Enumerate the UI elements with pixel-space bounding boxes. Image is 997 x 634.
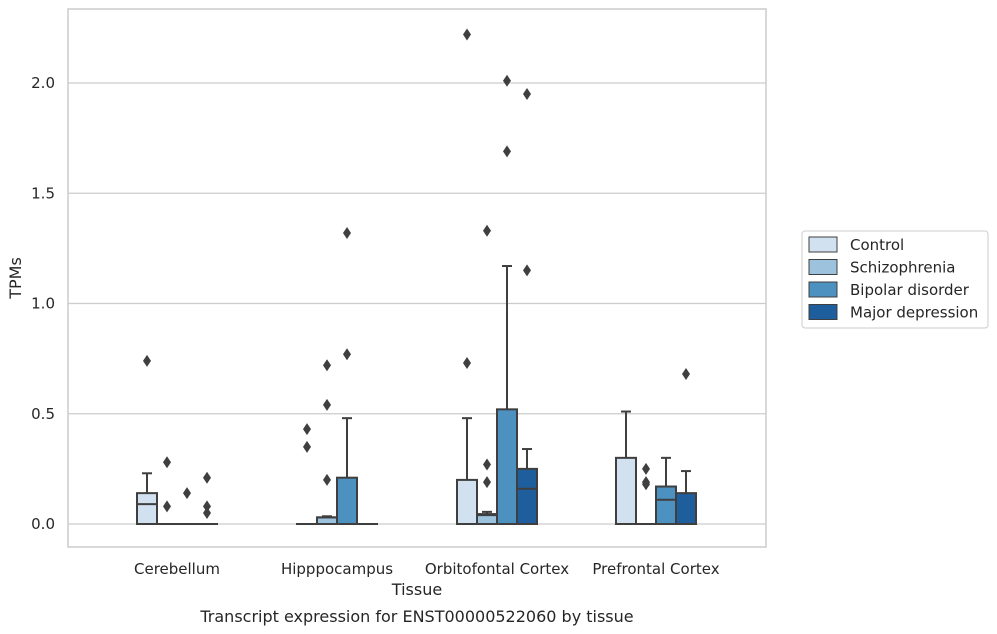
legend-frame (801, 230, 989, 329)
x-tick-label: Orbitofontal Cortex (425, 560, 569, 578)
legend-label: Control (850, 236, 904, 254)
y-tick-labels: 0.0 0.5 1.0 1.5 2.0 (31, 74, 55, 533)
box-group (316, 515, 338, 526)
box-group (516, 448, 538, 525)
legend-swatch (808, 281, 838, 298)
legend-label: Schizophrenia (850, 259, 955, 277)
box-group (456, 417, 478, 525)
legend-label: Bipolar disorder (850, 281, 970, 299)
x-tick-label: Prefrontal Cortex (592, 560, 719, 578)
y-tick-label: 1.0 (31, 295, 55, 313)
outlier-point (483, 476, 491, 489)
outlier-point (483, 458, 491, 471)
box-group (615, 410, 637, 526)
outlier-point (503, 145, 511, 158)
outlier-point (323, 359, 331, 372)
y-tick-label: 2.0 (31, 74, 55, 92)
y-axis-label: TPMs (6, 257, 25, 300)
outlier-point (642, 462, 650, 475)
outlier-point (303, 423, 311, 436)
legend-swatch (808, 236, 838, 253)
outlier-point (523, 264, 531, 277)
x-axis-label: Tissue (391, 580, 442, 599)
box-group (336, 417, 358, 526)
outlier-point (323, 398, 331, 411)
outlier-point (463, 28, 471, 41)
legend-label: Major depression (850, 304, 978, 322)
box-iqr (496, 408, 518, 525)
box-group (675, 470, 697, 526)
outlier-point (463, 357, 471, 370)
outlier-point (343, 226, 351, 239)
outlier-point (203, 471, 211, 484)
legend-swatch (808, 304, 838, 320)
box-iqr (655, 485, 677, 526)
outlier-point (183, 487, 191, 500)
outliers-layer (143, 28, 690, 519)
outlier-point (163, 500, 171, 513)
box-iqr (336, 476, 358, 526)
box-group (496, 265, 518, 525)
outlier-point (143, 354, 151, 367)
x-tick-label: Cerebellum (134, 560, 220, 578)
y-tick-label: 0.0 (31, 515, 55, 533)
box-group (655, 456, 677, 526)
box-iqr (675, 492, 697, 526)
box-iqr (615, 456, 637, 526)
box-iqr (516, 467, 538, 525)
legend-swatch (808, 259, 838, 275)
x-tick-label: Hipppocampus (281, 560, 393, 578)
chart-caption: Transcript expression for ENST0000052206… (199, 607, 633, 626)
outlier-point (203, 500, 211, 513)
outlier-point (483, 224, 491, 237)
box-iqr (456, 478, 478, 525)
box-group (476, 510, 498, 526)
x-tick-labels: Cerebellum Hipppocampus Orbitofontal Corte… (134, 560, 720, 578)
y-tick-label: 1.5 (31, 184, 55, 202)
plot-frame (67, 8, 767, 548)
outlier-point (203, 506, 211, 519)
outlier-point (323, 473, 331, 486)
y-tick-label: 0.5 (31, 405, 55, 423)
outlier-point (163, 456, 171, 469)
outlier-point (303, 440, 311, 453)
outlier-point (682, 368, 690, 381)
legend: Control Schizophrenia Bipolar disorder Majo… (801, 230, 989, 329)
box-group (136, 472, 158, 526)
outlier-point (642, 478, 650, 491)
outlier-point (523, 88, 531, 101)
box-iqr (136, 492, 158, 526)
outlier-point (503, 74, 511, 87)
boxes-layer (136, 265, 697, 526)
outlier-point (343, 348, 351, 361)
